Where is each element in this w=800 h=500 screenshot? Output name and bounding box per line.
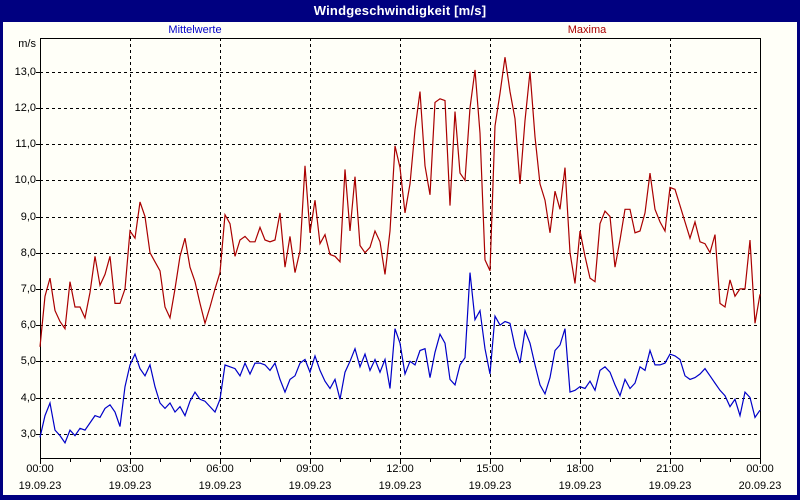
- y-tick-label: 12,0: [14, 101, 36, 114]
- y-tick-label: 6,0: [20, 319, 36, 332]
- y-tick-label: 10,0: [14, 174, 36, 187]
- chart-svg: [36, 38, 761, 464]
- x-tick-label: 03:00 19.09.23: [90, 461, 170, 495]
- x-tick-date: 19.09.23: [648, 480, 692, 492]
- x-tick-label: 09:00 19.09.23: [270, 461, 350, 495]
- x-tick-label: 12:00 19.09.23: [360, 461, 440, 495]
- y-tick-label: 8,0: [20, 246, 36, 259]
- x-tick-label: 18:00 19.09.23: [540, 461, 620, 495]
- series-mittelwerte: [39, 272, 761, 445]
- y-tick-label: 5,0: [20, 355, 36, 368]
- x-tick-label: 21:00 19.09.23: [630, 461, 710, 495]
- x-tick-time: 03:00: [116, 463, 144, 475]
- y-tick-label: 9,0: [20, 210, 36, 223]
- x-tick-date: 19.09.23: [108, 480, 152, 492]
- legend-mittelwerte: Mittelwerte: [168, 24, 222, 36]
- y-tick-label: 13,0: [14, 65, 36, 78]
- series-maxima: [39, 57, 761, 347]
- y-tick-label: 4,0: [20, 391, 36, 404]
- x-tick-time: 12:00: [386, 463, 414, 475]
- x-tick-date: 19.09.23: [18, 480, 62, 492]
- x-tick-date: 19.09.23: [468, 480, 512, 492]
- x-tick-date: 20.09.23: [738, 480, 782, 492]
- title-bar: Windgeschwindigkeit [m/s]: [0, 0, 800, 22]
- x-tick-label: 00:00 20.09.23: [720, 461, 800, 495]
- window-title: Windgeschwindigkeit [m/s]: [313, 3, 487, 18]
- x-tick-time: 00:00: [26, 463, 54, 475]
- x-tick-time: 21:00: [656, 463, 684, 475]
- y-tick-label: 3,0: [20, 427, 36, 440]
- y-axis-unit-label: m/s: [18, 38, 36, 50]
- x-tick-label: 06:00 19.09.23: [180, 461, 260, 495]
- x-tick-time: 00:00: [746, 463, 774, 475]
- x-tick-time: 15:00: [476, 463, 504, 475]
- y-tick-label: 11,0: [15, 138, 36, 151]
- y-tick-label: 7,0: [20, 282, 36, 295]
- chart-area: Mittelwerte Maxima m/s 3,0 4,0 5,0 6,0 7,0 8,…: [3, 22, 797, 495]
- x-tick-time: 18:00: [566, 463, 594, 475]
- legend-maxima: Maxima: [567, 24, 607, 36]
- x-tick-label: 15:00 19.09.23: [450, 461, 530, 495]
- x-tick-time: 09:00: [296, 463, 324, 475]
- x-tick-date: 19.09.23: [288, 480, 332, 492]
- x-tick-time: 06:00: [206, 463, 234, 475]
- x-tick-date: 19.09.23: [558, 480, 602, 492]
- x-tick-date: 19.09.23: [198, 480, 242, 492]
- x-tick-label: 00:00 19.09.23: [0, 461, 80, 495]
- x-tick-date: 19.09.23: [378, 480, 422, 492]
